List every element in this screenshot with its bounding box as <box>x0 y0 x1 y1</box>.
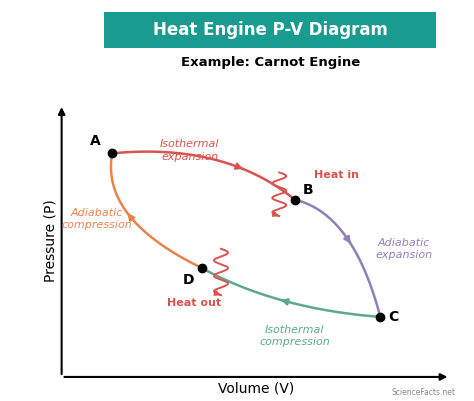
Text: B: B <box>302 183 313 197</box>
Text: C: C <box>388 310 398 324</box>
Text: A: A <box>90 134 100 148</box>
Text: Heat out: Heat out <box>167 298 221 308</box>
Text: ScienceFacts.net: ScienceFacts.net <box>391 388 455 397</box>
Text: Heat Engine P-V Diagram: Heat Engine P-V Diagram <box>153 21 388 39</box>
Text: Adiabatic
compression: Adiabatic compression <box>61 208 132 230</box>
Text: Adiabatic
expansion: Adiabatic expansion <box>375 237 432 260</box>
Text: Example: Carnot Engine: Example: Carnot Engine <box>181 56 360 69</box>
Text: D: D <box>182 273 194 288</box>
X-axis label: Volume (V): Volume (V) <box>218 381 294 395</box>
Text: Heat in: Heat in <box>314 170 359 180</box>
Text: Isothermal
compression: Isothermal compression <box>259 325 330 347</box>
Y-axis label: Pressure (P): Pressure (P) <box>44 199 57 282</box>
Text: Isothermal
expansion: Isothermal expansion <box>160 140 219 162</box>
